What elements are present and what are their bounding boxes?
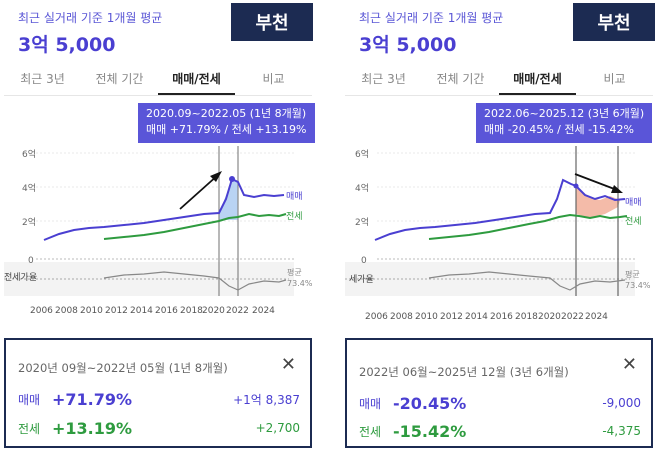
tooltip-period: 2020.09~2022.05 (1년 8개월) — [146, 107, 307, 120]
y-tick: 6억 — [355, 148, 369, 160]
x-tick: 2010 — [415, 312, 438, 322]
buy-change-pct: +71.79% — [52, 389, 133, 409]
y-tick: 0 — [28, 256, 34, 266]
period-tooltip: 2022.06~2025.12 (3년 6개월) 매매 -20.45% / 전세… — [476, 103, 653, 143]
x-tick: 2018 — [180, 306, 203, 316]
x-tick: 2014 — [465, 312, 488, 322]
tab-all-period[interactable]: 전체 기간 — [436, 72, 485, 86]
summary-card: 2022년 06월~2025년 12월 (3년 6개월) ✕ 매매 -20.45… — [345, 338, 653, 448]
x-tick: 2006 — [30, 306, 53, 316]
ratio-avg-value: 73.4% — [287, 279, 312, 288]
y-tick: 6억 — [22, 148, 36, 160]
x-tick: 2014 — [130, 306, 153, 316]
x-tick: 2020 — [202, 306, 225, 316]
buy-label: 매매 — [18, 392, 41, 407]
x-tick: 2024 — [252, 306, 275, 316]
period-tooltip: 2020.09~2022.05 (1년 8개월) 매매 +71.79% / 전세… — [138, 103, 315, 143]
x-tick: 2012 — [105, 306, 128, 316]
tab-compare[interactable]: 비교 — [603, 72, 626, 86]
ratio-avg-value: 73.4% — [625, 281, 651, 290]
buy-change-amount: +1억 8,387 — [233, 392, 300, 407]
avg-price-value: 3억 5,000 — [359, 34, 457, 56]
x-tick: 2008 — [390, 312, 413, 322]
y-tick: 2억 — [355, 216, 369, 228]
tab-recent-3y[interactable]: 최근 3년 — [361, 72, 406, 86]
summary-period: 2020년 09월~2022년 05월 (1년 8개월) — [18, 361, 228, 375]
tab-all-period[interactable]: 전체 기간 — [95, 72, 144, 86]
summary-buy-row: 매매 +71.79% +1억 8,387 — [18, 388, 300, 410]
legend-jeonse: 전세 — [625, 216, 642, 227]
legend-buy: 매매 — [286, 191, 303, 202]
avg-price-label: 최근 실거래 기준 1개월 평균 — [18, 11, 163, 25]
y-tick: 0 — [361, 256, 367, 266]
panel-right: 최근 실거래 기준 1개월 평균 3억 5,000 부천 최근 3년 전체 기간… — [345, 0, 655, 451]
buy-change-amount: -9,000 — [602, 396, 641, 410]
tab-buy-jeonse[interactable]: 매매/전세 — [158, 66, 235, 95]
tab-bar: 최근 3년 전체 기간 매매/전세 비교 — [345, 66, 653, 96]
legend-jeonse: 전세 — [286, 211, 303, 222]
tab-recent-3y[interactable]: 최근 3년 — [20, 72, 65, 86]
buy-change-pct: -20.45% — [393, 393, 467, 413]
summary-card: 2020년 09월~2022년 05월 (1년 8개월) ✕ 매매 +71.79… — [4, 338, 312, 448]
x-tick: 2024 — [585, 312, 608, 322]
close-icon[interactable]: ✕ — [621, 354, 637, 375]
jeonse-label: 전세 — [18, 421, 41, 436]
x-tick: 2020 — [538, 312, 561, 322]
tab-buy-jeonse[interactable]: 매매/전세 — [499, 66, 576, 95]
city-badge: 부천 — [231, 3, 313, 41]
y-tick: 4억 — [355, 182, 369, 194]
jeonse-change-pct: -15.42% — [393, 421, 467, 441]
summary-buy-row: 매매 -20.45% -9,000 — [359, 392, 641, 414]
tooltip-change: 매매 +71.79% / 전세 +13.19% — [146, 123, 307, 136]
price-chart[interactable]: 6억 4억 2억 0 세가율 평균 73.4% 매매 전세 2006 — [345, 96, 653, 330]
panel-left: 최근 실거래 기준 1개월 평균 3억 5,000 부천 최근 3년 전체 기간… — [4, 0, 315, 451]
x-tick: 2012 — [440, 312, 463, 322]
jeonse-change-amount: -4,375 — [602, 424, 641, 438]
ratio-avg-label: 평균 — [625, 269, 640, 279]
x-tick: 2022 — [226, 306, 249, 316]
x-tick: 2006 — [365, 312, 388, 322]
buy-label: 매매 — [359, 396, 382, 411]
x-tick: 2010 — [80, 306, 103, 316]
summary-jeonse-row: 전세 -15.42% -4,375 — [359, 420, 641, 442]
city-badge: 부천 — [573, 3, 655, 41]
ratio-label: 세가율 — [349, 274, 374, 285]
summary-jeonse-row: 전세 +13.19% +2,700 — [18, 417, 300, 439]
x-tick: 2008 — [55, 306, 78, 316]
jeonse-label: 전세 — [359, 424, 382, 439]
jeonse-change-pct: +13.19% — [52, 418, 133, 438]
ratio-avg-label: 평균 — [287, 267, 302, 277]
summary-period: 2022년 06월~2025년 12월 (3년 6개월) — [359, 365, 569, 379]
tab-bar: 최근 3년 전체 기간 매매/전세 비교 — [4, 66, 312, 96]
ratio-label: 전세가율 — [4, 272, 37, 283]
y-tick: 4억 — [22, 182, 36, 194]
y-tick: 2억 — [22, 216, 36, 228]
jeonse-change-amount: +2,700 — [255, 421, 300, 435]
close-icon[interactable]: ✕ — [280, 354, 296, 375]
tooltip-change: 매매 -20.45% / 전세 -15.42% — [484, 123, 634, 136]
legend-buy: 매매 — [625, 197, 642, 208]
avg-price-label: 최근 실거래 기준 1개월 평균 — [359, 11, 504, 25]
x-tick: 2016 — [490, 312, 513, 322]
tooltip-period: 2022.06~2025.12 (3년 6개월) — [484, 107, 645, 120]
avg-price-value: 3억 5,000 — [18, 34, 116, 56]
x-tick: 2018 — [515, 312, 538, 322]
x-tick: 2016 — [155, 306, 178, 316]
tab-compare[interactable]: 비교 — [262, 72, 285, 86]
x-tick: 2022 — [561, 312, 584, 322]
price-chart[interactable]: 6억 4억 2억 0 전세가율 평균 73.4% 매매 전세 2006 — [4, 96, 313, 330]
